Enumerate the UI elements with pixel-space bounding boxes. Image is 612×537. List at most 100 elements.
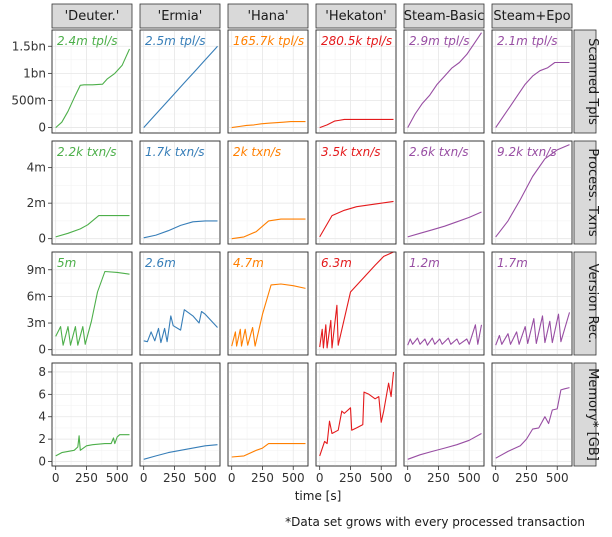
panel-r1-c2: 2k txn/s [227, 140, 309, 245]
y-tick-label: 9m [27, 263, 46, 277]
row-strip-3 [573, 362, 597, 467]
panel-r0-c3: 280.5k tpl/s [315, 29, 397, 134]
panel-background [227, 29, 309, 134]
rate-annotation: 2.2k txn/s [57, 145, 117, 159]
y-tick-label: 1bn [23, 66, 46, 80]
series-line-r2-c0 [55, 270, 130, 346]
panel-r1-c3: 3.5k txn/s [315, 140, 397, 245]
column-strip-1 [139, 3, 221, 29]
row-strip-2 [573, 251, 597, 356]
x-tick-label: 0 [52, 471, 60, 485]
series-line-r2-c5 [495, 312, 571, 346]
panel-background [315, 251, 397, 356]
panel-r3-c2 [227, 362, 309, 467]
series-line-r1-c4 [407, 211, 482, 238]
y-tick-label: 0 [38, 455, 46, 469]
panel-border [315, 251, 397, 356]
column-strip-2 [227, 3, 309, 29]
panel-r2-c3: 6.3m [315, 251, 397, 356]
y-tick-label: 1.5bn [12, 39, 46, 53]
panel-r1-c4: 2.6k txn/s [403, 140, 485, 245]
series-line-r1-c2 [231, 218, 306, 240]
y-tick-label: 6m [27, 289, 46, 303]
panel-border [51, 362, 133, 467]
x-tick-label: 0 [316, 471, 324, 485]
column-label-3: 'Hekaton' [325, 9, 386, 24]
y-tick-label: 0 [38, 121, 46, 135]
panel-border [491, 140, 573, 245]
panel-r1-c5: 9.2k txn/s [491, 140, 573, 245]
panel-r0-c2: 165.7k tpl/s [227, 29, 309, 134]
series-line-r1-c5 [495, 144, 570, 238]
panel-border [139, 362, 221, 467]
column-strip-3 [315, 3, 397, 29]
row-label-0: Scanned Tpls [585, 38, 600, 125]
panel-border [227, 140, 309, 245]
rate-annotation: 2.6m [145, 256, 176, 270]
rate-annotation: 2k txn/s [233, 145, 281, 159]
panel-r3-c0 [51, 362, 133, 467]
column-label-0: 'Deuter.' [65, 9, 120, 24]
x-tick-label: 0 [228, 471, 236, 485]
row-label-2: Version Rec. [585, 264, 600, 344]
series-line-r1-c3 [319, 200, 394, 238]
rate-annotation: 1.7k txn/s [145, 145, 205, 159]
row-strip-0 [573, 29, 597, 134]
panel-border [139, 251, 221, 356]
rate-annotation: 6.3m [321, 256, 352, 270]
panel-border [403, 29, 485, 134]
panel-background [491, 362, 573, 467]
panel-border [315, 29, 397, 134]
x-tick-label: 500 [546, 471, 569, 485]
panel-r2-c2: 4.7m [227, 251, 309, 356]
series-line-r1-c1 [143, 220, 218, 239]
y-tick-label: 0 [38, 232, 46, 246]
rate-annotation: 280.5k tpl/s [321, 34, 392, 48]
series-line-r3-c0 [55, 434, 130, 457]
panel-r1-c0: 2.2k txn/s [51, 140, 133, 245]
panel-r2-c1: 2.6m [139, 251, 221, 356]
panel-border [51, 29, 133, 134]
rate-annotation: 2.9m tpl/s [409, 34, 470, 48]
panel-r2-c4: 1.2m [403, 251, 485, 356]
series-line-r1-c0 [55, 215, 130, 238]
series-line-r0-c3 [319, 118, 394, 129]
panel-border [403, 251, 485, 356]
x-tick-label: 500 [194, 471, 217, 485]
rate-annotation: 1.7m [497, 256, 528, 270]
panel-background [403, 29, 485, 134]
rate-annotation: 9.2k txn/s [497, 145, 557, 159]
rate-annotation: 2.6k txn/s [409, 145, 469, 159]
panels: 2.4m tpl/s 2.5m tpl/s 165.7k tpl/s 280.5k t… [51, 29, 573, 467]
series-line-r0-c5 [495, 61, 570, 128]
rate-annotation: 2.5m tpl/s [145, 34, 206, 48]
series-line-r3-c2 [231, 443, 306, 458]
series-line-r0-c2 [231, 121, 306, 129]
panel-border [491, 251, 573, 356]
column-label-5: Steam+Epo [493, 9, 570, 24]
x-tick-label: 500 [370, 471, 393, 485]
panel-border [139, 140, 221, 245]
column-label-1: 'Ermia' [158, 9, 203, 24]
column-strip-5 [491, 3, 573, 29]
rate-annotation: 2.4m tpl/s [57, 34, 118, 48]
rate-annotation: 4.7m [233, 256, 264, 270]
panel-r3-c5 [491, 362, 573, 467]
x-tick-label: 0 [492, 471, 500, 485]
rate-annotation: 5m [57, 256, 76, 270]
row-strip-1 [573, 140, 597, 245]
series-line-r0-c0 [55, 48, 131, 129]
panel-border [139, 29, 221, 134]
panel-border [51, 251, 133, 356]
panel-r2-c0: 5m [51, 251, 133, 356]
series-line-r3-c3 [319, 371, 395, 457]
panel-background [315, 140, 397, 245]
panel-border [227, 251, 309, 356]
x-axis-title: time [s] [295, 489, 342, 503]
panel-r0-c5: 2.1m tpl/s [491, 29, 573, 134]
panel-background [315, 29, 397, 134]
series-line-r2-c4 [407, 324, 483, 346]
y-tick-label: 8 [38, 365, 46, 379]
series-line-r2-c1 [143, 309, 218, 344]
x-tick-label: 250 [515, 471, 538, 485]
